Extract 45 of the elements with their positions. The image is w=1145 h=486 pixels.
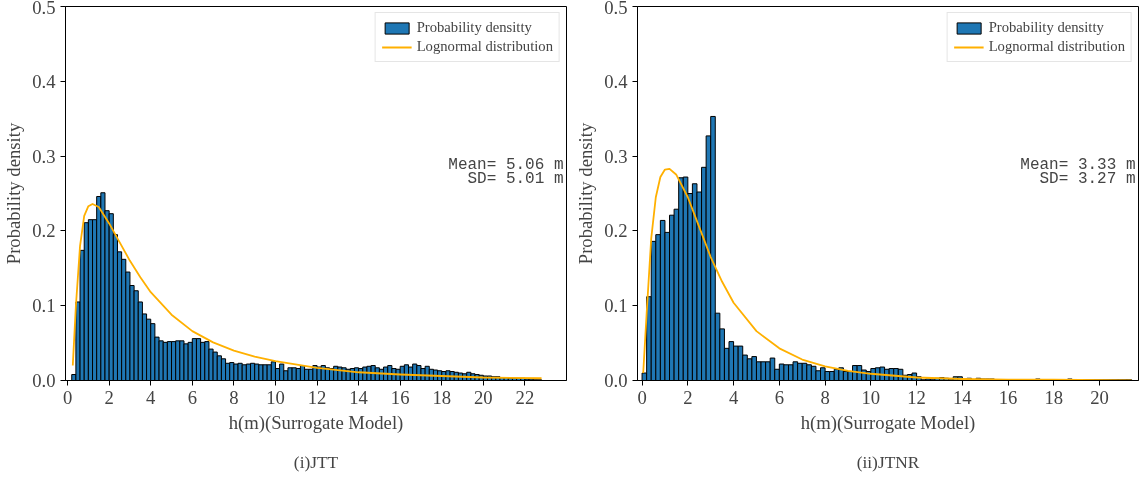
x-tick-label: 22	[515, 386, 535, 408]
x-tick-label: 16	[390, 386, 410, 408]
x-tick-label: 14	[349, 386, 369, 408]
x-tick-label: 20	[474, 386, 493, 408]
x-tick-label: 4	[728, 386, 739, 408]
y-tick-label: 0.5	[604, 0, 628, 18]
y-tick-label: 0.5	[32, 0, 56, 18]
x-tick-label: 6	[774, 386, 784, 408]
text: (i)JTT	[293, 452, 339, 472]
y-tick-label: 0.0	[32, 370, 56, 391]
x-tick-label: 4	[146, 386, 157, 408]
y-tick-label: 0.4	[604, 70, 629, 92]
x-axis-title: h(m)(Surrogate Model)	[228, 411, 404, 434]
legend-label: Probability densitty	[988, 19, 1104, 36]
x-tick-label: 12	[907, 386, 926, 408]
text: (ii)JTNR	[856, 452, 920, 472]
y-tick-label: 0.2	[604, 220, 628, 242]
x-tick-label: 18	[1044, 386, 1064, 408]
y-tick-label: 0.0	[604, 370, 628, 391]
y-tick-label: 0.3	[604, 145, 628, 167]
x-tick-label: 10	[861, 386, 881, 408]
x-tick-label: 10	[266, 386, 285, 408]
x-tick-label: 16	[998, 386, 1018, 408]
legend-label: Lognormal distribution	[416, 38, 553, 55]
x-tick-label: 8	[229, 386, 239, 408]
x-axis-title: h(m)(Surrogate Model)	[800, 411, 976, 434]
x-tick-label: 6	[187, 386, 197, 408]
x-tick-label: 2	[104, 386, 114, 408]
x-tick-label: 0	[637, 386, 647, 408]
y-axis-title: Probability density	[575, 122, 597, 265]
y-axis-title: Probability density	[3, 122, 25, 265]
x-tick-label: 12	[307, 386, 327, 408]
x-tick-label: 18	[432, 386, 452, 408]
legend-label: Probability densitty	[416, 19, 532, 36]
legend-label: Lognormal distribution	[988, 38, 1125, 55]
y-tick-label: 0.4	[32, 70, 57, 92]
y-tick-label: 0.3	[32, 145, 56, 167]
x-tick-label: 0	[62, 386, 73, 408]
x-tick-label: 2	[683, 386, 693, 408]
x-tick-label: 8	[820, 386, 830, 408]
x-tick-label: 20	[1090, 386, 1109, 408]
y-tick-label: 0.1	[604, 295, 628, 317]
y-tick-label: 0.1	[32, 295, 56, 317]
y-tick-label: 0.2	[32, 220, 56, 242]
x-tick-label: 14	[953, 386, 973, 408]
